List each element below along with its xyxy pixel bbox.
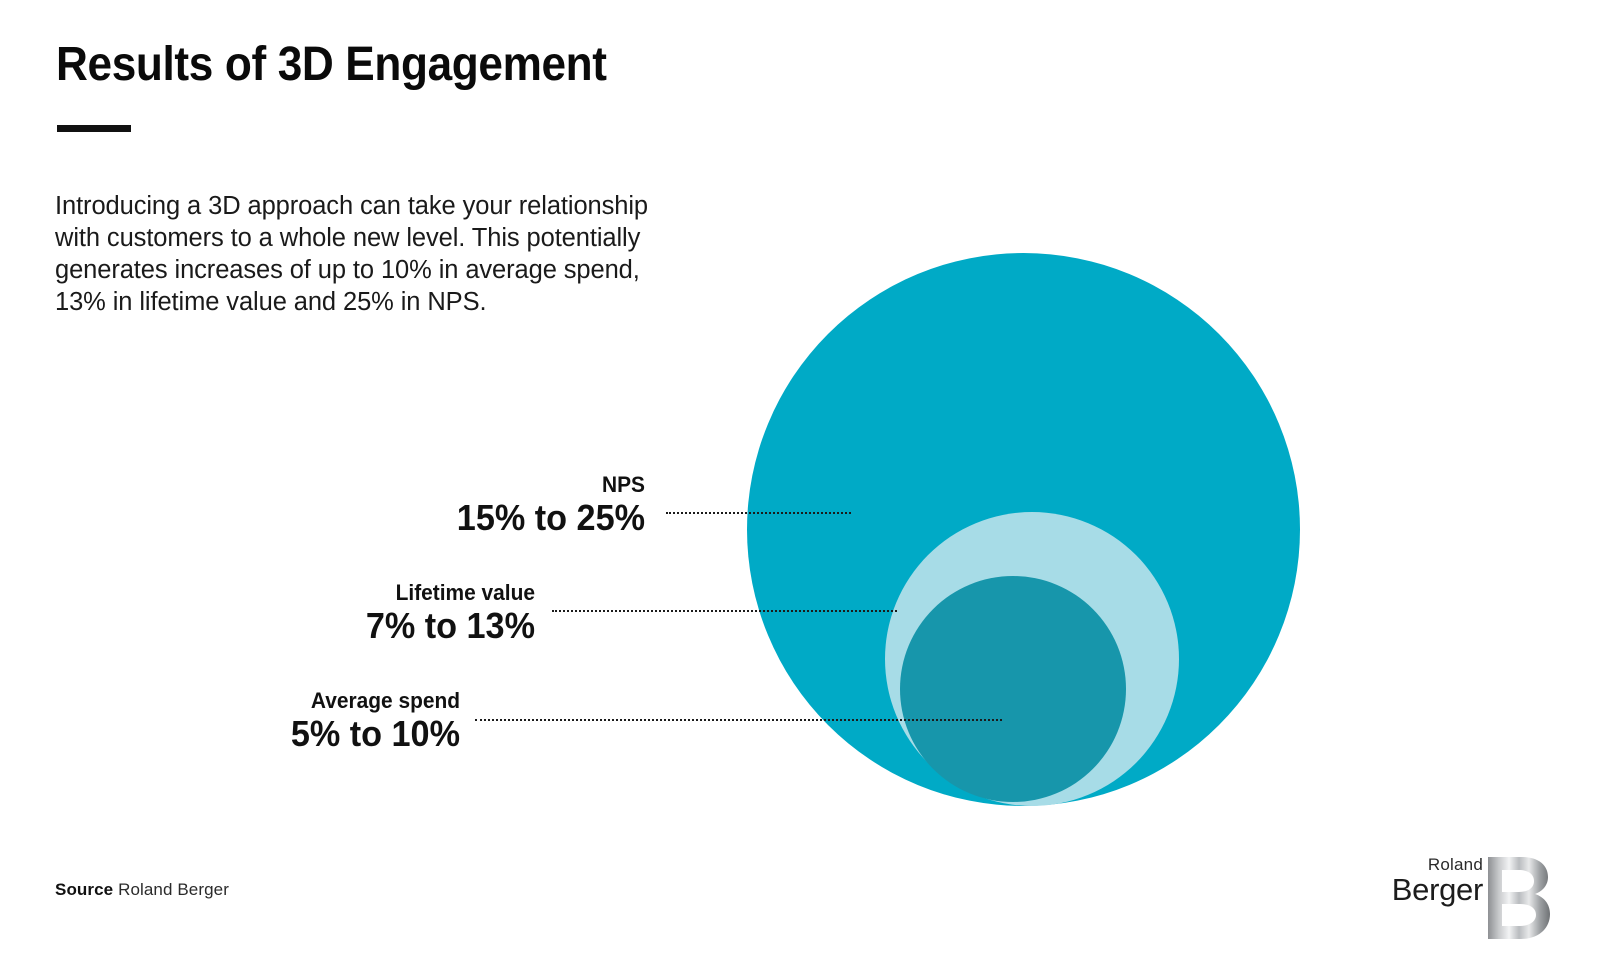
intro-line-2: with customers to a whole new level. Thi…	[55, 224, 641, 252]
intro-line-3: generates increases of up to 10% in aver…	[55, 256, 640, 284]
intro-paragraph: Introducing a 3D approach can take your …	[55, 190, 695, 318]
callout-nps-label: NPS	[602, 472, 645, 497]
logo-berger-text: Berger	[1391, 872, 1484, 907]
callout-lifetime-value-value: 7% to 13%	[365, 605, 535, 647]
page-title: Results of 3D Engagement	[56, 38, 607, 91]
logo-roland-text: Roland	[1427, 855, 1483, 874]
circle-average-spend	[900, 576, 1126, 802]
callout-lifetime-value-label: Lifetime value	[395, 580, 535, 605]
callout-average-spend: Average spend 5% to 10%	[55, 688, 460, 755]
leader-line-nps	[666, 512, 851, 514]
circle-nps	[747, 253, 1300, 806]
callout-average-spend-value: 5% to 10%	[290, 713, 460, 755]
leader-line-average-spend	[475, 719, 1002, 721]
title-accent-rule	[57, 125, 131, 132]
callout-nps-value: 15% to 25%	[456, 497, 645, 539]
source-label: Source	[55, 880, 114, 899]
intro-line-4: 13% in lifetime value and 25% in NPS.	[55, 288, 487, 316]
roland-berger-logo: Roland Berger	[1363, 855, 1553, 940]
callout-lifetime-value: Lifetime value 7% to 13%	[130, 580, 535, 647]
intro-line-1: Introducing a 3D approach can take your …	[55, 192, 649, 220]
source-value: Roland Berger	[118, 880, 229, 899]
callout-nps: NPS 15% to 25%	[240, 472, 645, 539]
logo-b-mark-icon	[1488, 857, 1550, 944]
callout-average-spend-label: Average spend	[310, 688, 460, 713]
source-line: Source Roland Berger	[55, 880, 229, 900]
leader-line-lifetime-value	[552, 610, 897, 612]
circle-lifetime-value	[885, 512, 1179, 806]
